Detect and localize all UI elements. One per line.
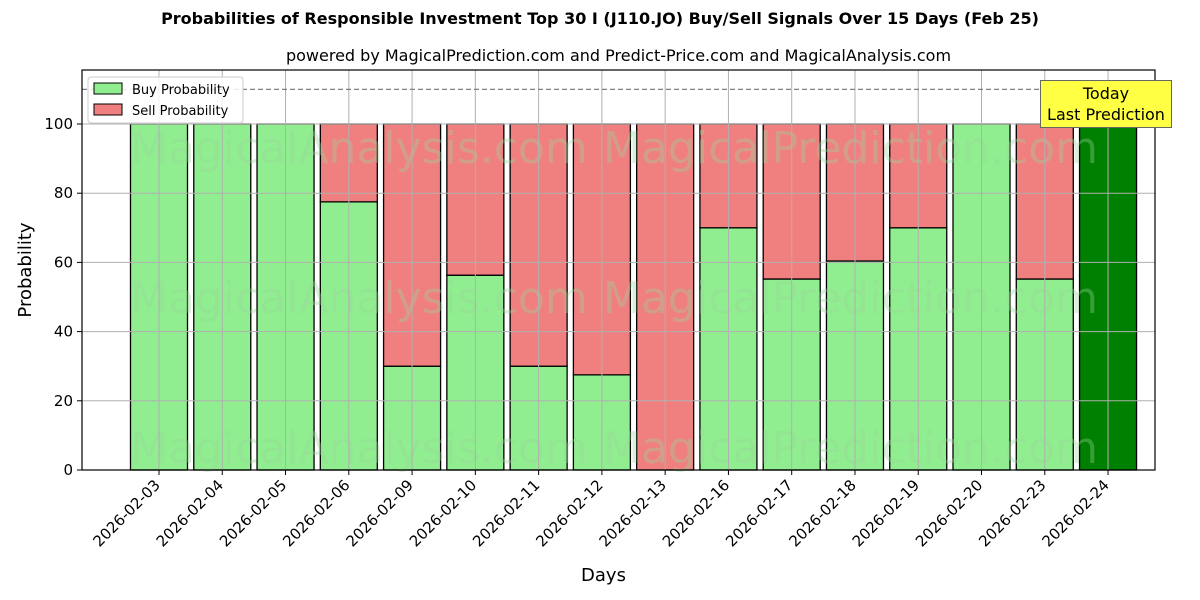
plot-frame	[81, 69, 1156, 471]
today-annotation-line2: Last Prediction	[1047, 105, 1165, 124]
x-tick-label: 2026-02-10	[406, 476, 480, 550]
y-tick-label: 40	[54, 323, 73, 341]
x-tick-label: 2026-02-19	[849, 476, 923, 550]
x-tick-label: 2026-02-17	[722, 476, 796, 550]
y-tick-label: 20	[54, 392, 73, 410]
x-tick-label: 2026-02-12	[532, 476, 606, 550]
today-annotation-line1: Today	[1082, 84, 1130, 103]
x-tick-label: 2026-02-24	[1038, 476, 1112, 550]
watermark-text: MagicalPrediction.com	[603, 123, 1098, 174]
today-annotation: Today Last Prediction	[1040, 80, 1172, 128]
legend-sell-label: Sell Probability	[132, 104, 229, 119]
x-tick-label: 2026-02-18	[785, 476, 859, 550]
watermark-text: MagicalAnalysis.com	[130, 273, 588, 324]
watermark-text: MagicalAnalysis.com	[130, 423, 588, 474]
x-tick-label: 2026-02-03	[89, 476, 163, 550]
watermark-text: MagicalAnalysis.com	[130, 123, 588, 174]
x-tick-label: 2026-02-23	[975, 476, 1049, 550]
legend-buy-swatch	[93, 82, 123, 95]
x-tick-label: 2026-02-16	[659, 476, 733, 550]
chart-title: Probabilities of Responsible Investment …	[161, 9, 1039, 28]
legend-box	[87, 76, 244, 124]
watermark-text: MagicalPrediction.com	[603, 273, 1098, 324]
x-tick-label: 2026-02-20	[912, 476, 986, 550]
x-tick-label: 2026-02-11	[469, 476, 543, 550]
x-tick-label: 2026-02-13	[596, 476, 670, 550]
y-axis-label: Probability	[15, 222, 36, 317]
y-tick-label: 60	[54, 253, 73, 271]
y-tick-label: 80	[54, 184, 73, 202]
legend-buy-label: Buy Probability	[132, 83, 230, 98]
watermark-text: MagicalPrediction.com	[603, 423, 1098, 474]
x-tick-label: 2026-02-09	[343, 476, 417, 550]
x-axis-label: Days	[581, 565, 626, 586]
chart-subtitle: powered by MagicalPrediction.com and Pre…	[285, 46, 952, 65]
y-tick-label: 0	[63, 461, 73, 479]
x-tick-label: 2026-02-04	[153, 476, 227, 550]
y-tick-label: 100	[44, 115, 73, 133]
legend-sell-swatch	[93, 103, 123, 116]
x-tick-label: 2026-02-05	[216, 476, 290, 550]
x-tick-label: 2026-02-06	[279, 476, 353, 550]
